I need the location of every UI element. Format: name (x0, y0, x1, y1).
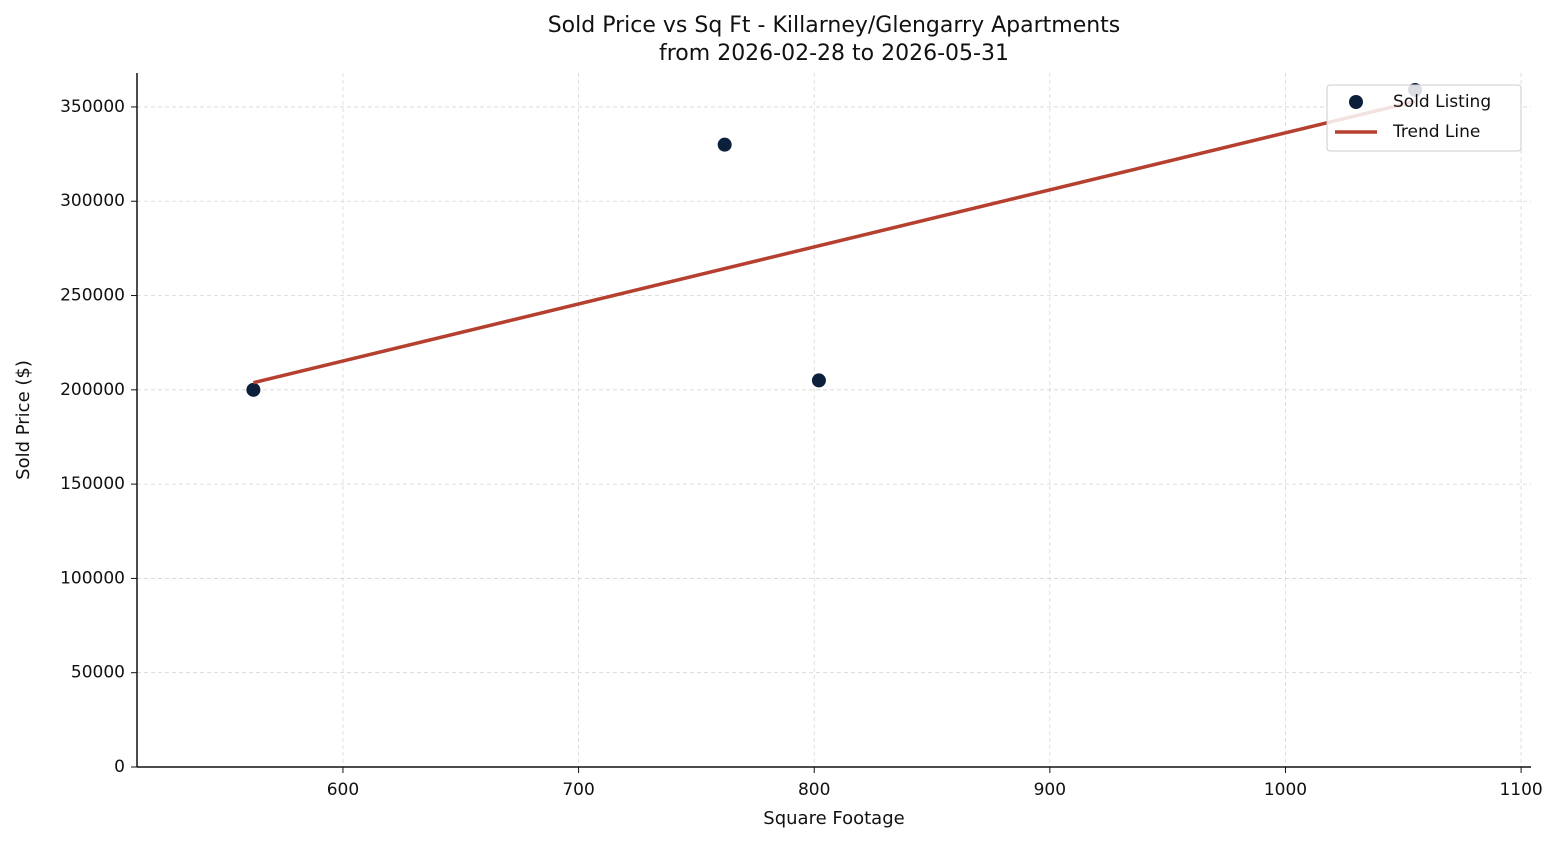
trend-line (252, 99, 1416, 385)
x-tick-label: 700 (562, 780, 594, 800)
y-tick-label: 150000 (60, 474, 125, 494)
chart-title: Sold Price vs Sq Ft - Killarney/Glengarr… (548, 13, 1121, 38)
y-tick-label: 50000 (71, 663, 125, 683)
point (246, 382, 261, 397)
x-axis-label: Square Footage (763, 808, 904, 829)
y-axis-label: Sold Price ($) (13, 360, 34, 480)
legend-label: Trend Line (1392, 122, 1480, 142)
y-tick-label: 300000 (60, 191, 125, 211)
y-tick-label: 0 (114, 757, 125, 777)
x-tick-label: 1100 (1499, 780, 1542, 800)
y-tick-label: 200000 (60, 380, 125, 400)
legend-box (1326, 84, 1522, 152)
y-tick-label: 350000 (60, 97, 125, 117)
y-tick-label: 250000 (60, 286, 125, 306)
legend-label: Sold Listing (1393, 92, 1491, 112)
x-tick-label: 1000 (1264, 780, 1307, 800)
point (717, 137, 732, 152)
point (811, 373, 826, 388)
x-tick-label: 900 (1034, 780, 1066, 800)
x-tick-label: 600 (327, 780, 359, 800)
x-tick-label: 800 (798, 780, 830, 800)
legend-marker (1349, 95, 1363, 109)
y-tick-label: 100000 (60, 568, 125, 588)
chart-subtitle: from 2026-02-28 to 2026-05-31 (659, 41, 1009, 66)
